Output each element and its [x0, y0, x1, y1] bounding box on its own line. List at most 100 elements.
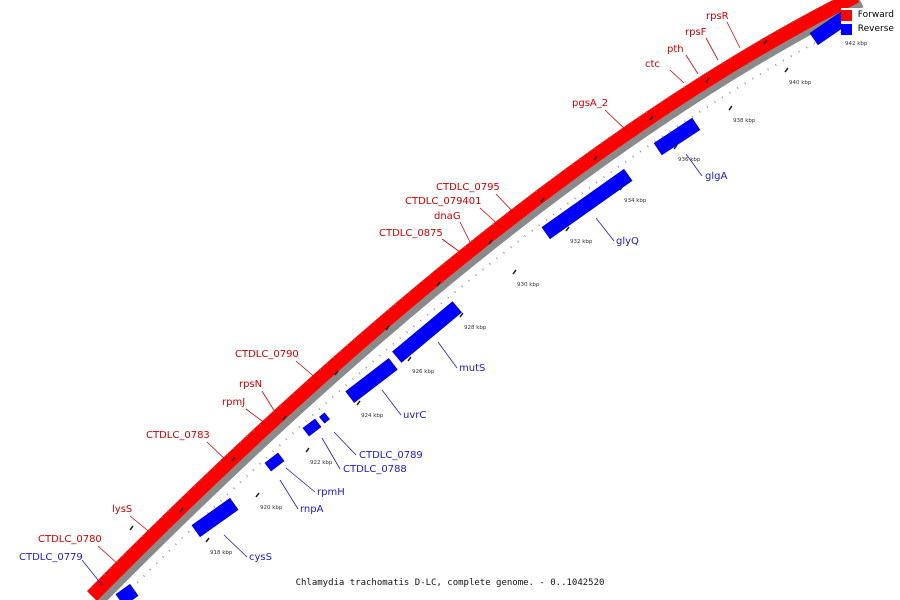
- minor-tick: [468, 279, 471, 282]
- minor-tick: [245, 474, 249, 478]
- tick-label: 942 kbp: [845, 41, 868, 47]
- minor-tick: [372, 360, 375, 363]
- minor-tick: [380, 314, 383, 318]
- leader-line: [333, 431, 357, 456]
- legend: Forward Reverse: [840, 8, 894, 36]
- minor-tick: [805, 46, 808, 49]
- gene-label: lysS: [112, 504, 132, 515]
- minor-tick: [588, 186, 591, 189]
- minor-tick: [683, 86, 686, 89]
- gene-label: CTDLC_0795: [436, 182, 500, 193]
- minor-tick: [586, 152, 588, 155]
- reverse-gene-box: [302, 418, 322, 437]
- reverse-gene-box: [264, 452, 285, 472]
- leader-line: [381, 389, 402, 416]
- minor-tick: [136, 581, 139, 584]
- reverse-gene-box: [191, 497, 239, 538]
- minor-tick: [447, 296, 450, 299]
- minor-tick: [346, 344, 349, 347]
- minor-tick: [109, 567, 112, 570]
- minor-tick: [752, 43, 755, 46]
- minor-tick: [481, 268, 484, 271]
- minor-tick: [549, 179, 552, 182]
- minor-tick: [502, 251, 505, 254]
- minor-tick: [155, 562, 158, 565]
- tick-label: 936 kbp: [678, 157, 701, 163]
- minor-tick: [318, 407, 321, 411]
- minor-tick: [531, 229, 534, 232]
- minor-tick: [552, 213, 555, 216]
- tick-label: 932 kbp: [570, 239, 593, 245]
- minor-tick: [103, 573, 106, 576]
- minor-tick: [517, 240, 520, 243]
- leader-line: [295, 360, 319, 381]
- minor-tick: [265, 456, 268, 459]
- minor-tick: [520, 201, 523, 204]
- leader-line: [479, 207, 503, 229]
- minor-tick: [325, 401, 328, 405]
- leader-line: [595, 217, 615, 242]
- tick-label: 938 kbp: [733, 118, 756, 124]
- minor-tick: [206, 472, 209, 475]
- leader-line: [604, 109, 629, 133]
- reverse-gene-box: [319, 412, 330, 424]
- leader-line: [245, 408, 267, 425]
- minor-tick: [252, 429, 255, 432]
- minor-tick: [602, 176, 605, 179]
- minor-tick: [470, 240, 473, 243]
- minor-tick: [506, 212, 509, 215]
- minor-tick: [401, 297, 404, 300]
- minor-tick: [807, 12, 810, 15]
- minor-tick: [652, 106, 655, 109]
- gene-label: CTDLC_0779: [19, 552, 83, 563]
- gene-label: glyQ: [616, 236, 639, 247]
- minor-tick: [721, 62, 724, 65]
- minor-tick: [149, 568, 152, 571]
- minor-tick: [706, 105, 709, 109]
- minor-tick: [610, 170, 613, 174]
- minor-tick: [484, 228, 488, 232]
- genome-caption: Chlamydia trachomatis D-LC, complete gen…: [295, 578, 605, 588]
- reverse-gene-box: [345, 358, 398, 403]
- minor-tick: [615, 131, 618, 134]
- minor-tick: [358, 372, 361, 375]
- minor-tick: [691, 115, 694, 118]
- legend-item-reverse: Reverse: [840, 22, 894, 36]
- gene-label: mutS: [459, 363, 485, 374]
- minor-tick: [259, 422, 262, 426]
- tick-label: 934 kbp: [624, 198, 647, 204]
- gene-label: CTDLC_079401: [405, 196, 482, 207]
- minor-tick: [193, 484, 196, 488]
- minor-tick: [162, 555, 165, 558]
- minor-tick: [351, 378, 354, 381]
- minor-tick: [219, 459, 222, 463]
- minor-tick: [292, 392, 295, 395]
- minor-tick: [442, 262, 445, 265]
- minor-tick: [406, 331, 409, 334]
- reverse-gene-box: [653, 117, 701, 156]
- major-tick: [255, 492, 260, 498]
- minor-tick: [239, 481, 242, 484]
- minor-tick: [90, 586, 93, 589]
- minor-tick: [394, 303, 397, 306]
- major-ticks: [129, 28, 845, 543]
- minor-tick: [683, 120, 686, 123]
- minor-tick: [421, 280, 424, 283]
- tick-label: 926 kbp: [412, 369, 435, 375]
- minor-tick: [632, 155, 635, 158]
- major-tick: [334, 370, 339, 376]
- minor-tick: [96, 579, 100, 582]
- minor-tick: [226, 493, 229, 496]
- minor-tick: [428, 274, 431, 277]
- minor-tick: [142, 574, 146, 577]
- leader-line: [279, 479, 299, 510]
- minor-tick: [252, 468, 255, 471]
- minor-tick: [226, 453, 229, 456]
- leader-line: [441, 238, 461, 253]
- gene-label: rpsF: [685, 27, 707, 38]
- minor-tick: [154, 522, 157, 525]
- minor-tick: [272, 450, 275, 453]
- minor-tick: [339, 350, 342, 353]
- minor-tick: [319, 368, 322, 371]
